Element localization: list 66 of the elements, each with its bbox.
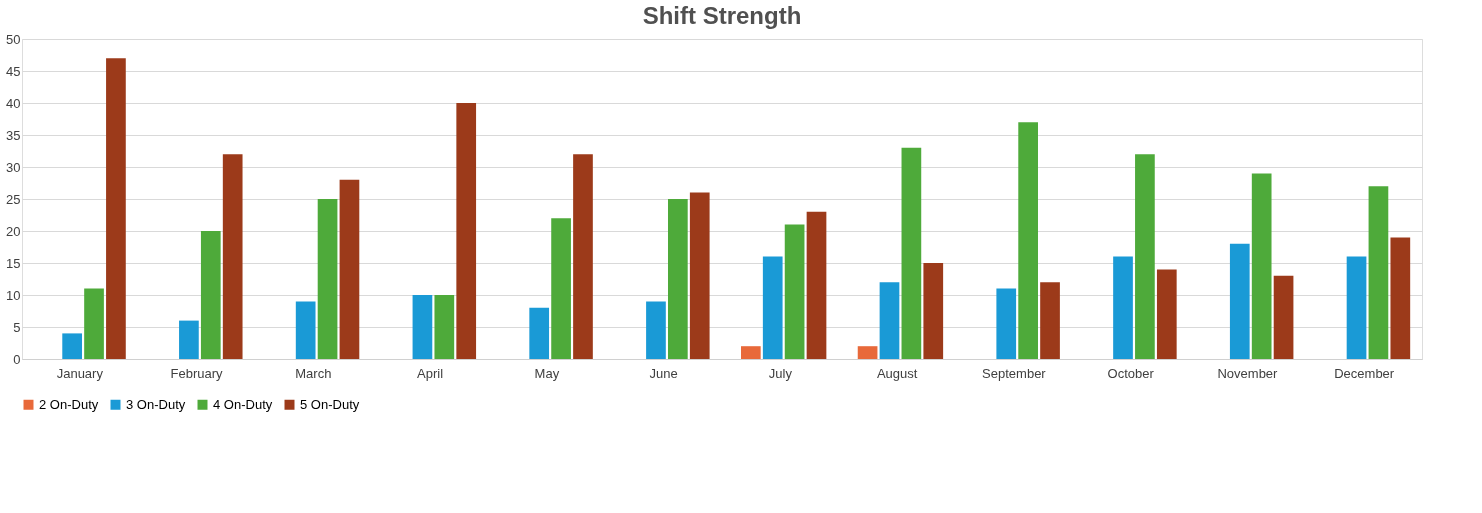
bar (996, 288, 1017, 359)
x-tick-label: January (56, 365, 104, 381)
x-tick-label: June (649, 365, 678, 381)
y-tick-label: 25 (6, 191, 21, 207)
bar (456, 103, 477, 359)
y-tick-label: 5 (13, 319, 21, 335)
y-tick-label: 45 (6, 63, 21, 79)
y-tick-label: 40 (6, 95, 21, 111)
bar (879, 282, 900, 359)
bar (1113, 256, 1133, 359)
y-tick-label: 30 (6, 159, 21, 175)
x-tick-label: May (534, 365, 560, 381)
x-tick-label: February (170, 365, 224, 381)
bar (857, 346, 878, 359)
x-tick-label: October (1107, 365, 1155, 381)
bar (740, 346, 761, 359)
bar (1251, 173, 1272, 359)
bar (1390, 237, 1411, 359)
y-tick-label: 35 (6, 127, 21, 143)
bar (179, 320, 199, 359)
bar (222, 154, 243, 359)
bar (412, 295, 433, 359)
y-tick-label: 15 (6, 255, 21, 271)
bar (762, 256, 783, 359)
y-tick-label: 50 (6, 31, 21, 47)
bar (1273, 275, 1294, 359)
bar (551, 218, 571, 359)
bar (806, 211, 827, 359)
bar (1018, 122, 1038, 359)
bar (106, 58, 126, 359)
bar (923, 263, 944, 359)
x-tick-label: March (295, 365, 332, 381)
bar (646, 301, 666, 359)
x-tick-label: September (982, 365, 1047, 381)
legend-label: 4 On-Duty (213, 396, 273, 412)
y-tick-label: 0 (13, 351, 21, 367)
bar (1229, 243, 1250, 359)
y-tick-label: 20 (6, 223, 21, 239)
x-tick-label: April (417, 365, 444, 381)
bar (573, 154, 593, 359)
bar (84, 288, 104, 359)
bar (1346, 256, 1367, 359)
bar (1040, 282, 1060, 359)
bar (529, 307, 550, 359)
bar (200, 231, 221, 359)
x-tick-label: July (768, 365, 793, 381)
legend-label: 2 On-Duty (39, 396, 99, 412)
bar (901, 147, 922, 359)
bar (434, 295, 455, 359)
bar (1368, 186, 1389, 359)
y-tick-label: 10 (6, 287, 21, 303)
x-tick-label: August (876, 365, 918, 381)
bar (1156, 269, 1177, 359)
bar (62, 333, 82, 359)
legend-label: 5 On-Duty (300, 396, 360, 412)
bar (668, 199, 688, 359)
x-tick-label: December (1334, 365, 1395, 381)
x-tick-label: November (1217, 365, 1279, 381)
bar (295, 301, 316, 359)
bar (317, 199, 338, 359)
bar (689, 192, 710, 359)
chart-title: Shift Strength (642, 2, 802, 29)
bar (1135, 154, 1155, 359)
legend-label: 3 On-Duty (126, 396, 186, 412)
bar (784, 224, 805, 359)
bar (339, 179, 360, 359)
